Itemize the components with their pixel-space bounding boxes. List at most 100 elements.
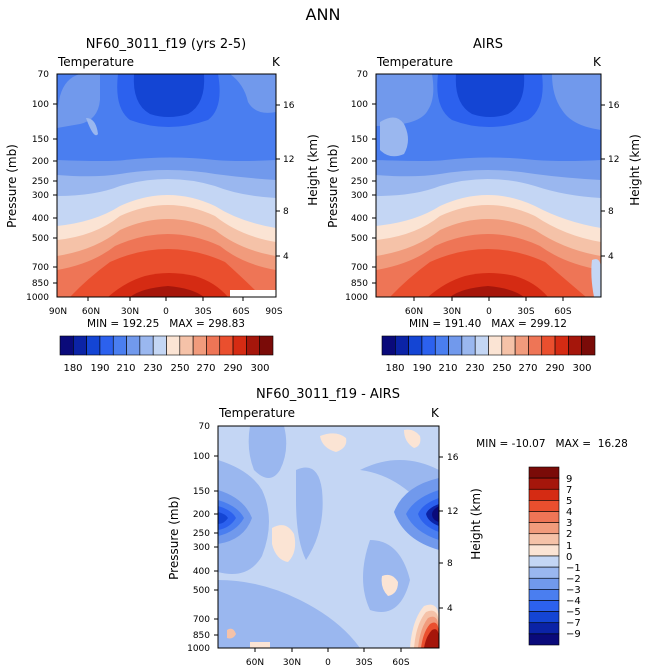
colorbar-tick-label: 4 (566, 507, 572, 518)
colorbar-tick-label: 210 (116, 363, 135, 374)
colorbar-tick-label: 1 (566, 541, 572, 552)
colorbar-swatch (501, 335, 516, 356)
colorbar-swatch (528, 511, 560, 523)
colorbar-swatch (259, 335, 274, 356)
colorbar-tick-label: 5 (566, 496, 572, 507)
x-tick-label: 60N (246, 658, 264, 668)
colorbar-tick-label: 300 (572, 363, 591, 374)
panel-model-right-axis: 16 12 8 4 (283, 101, 295, 262)
y-tick-label: 850 (193, 631, 210, 641)
colorbar-tick-label: 190 (90, 363, 109, 374)
x-tick-label: 30N (283, 658, 301, 668)
colorbar-tick-label: 250 (170, 363, 189, 374)
colorbar-swatch (434, 335, 449, 356)
panel-diff-stats: MIN = -10.07 MAX = 16.28 (476, 438, 628, 450)
colorbar-swatch (528, 488, 560, 501)
x-tick-label: 90N (49, 307, 67, 317)
colorbar-tick-label: 3 (566, 518, 572, 529)
colorbar-tick-label: 180 (385, 363, 404, 374)
x-tick-label: 60N (82, 307, 100, 317)
colorbar-swatch (395, 335, 409, 356)
panel-model-ylabel: Pressure (mb) (5, 144, 19, 228)
y-tick-label: 70 (38, 70, 50, 80)
y-tick-label: 70 (357, 70, 369, 80)
panel-obs-stats: MIN = 191.40 MAX = 299.12 (409, 318, 567, 330)
panel-model: NF60_3011_f19 (yrs 2-5) Temperature K 70 (5, 37, 320, 374)
y2-tick-label: 8 (283, 207, 289, 217)
y-tick-label: 250 (351, 177, 368, 187)
x-tick-label: 60N (405, 307, 423, 317)
colorbar-swatch (99, 335, 114, 356)
panel-obs-variable: Temperature (376, 55, 453, 69)
panel-diff-variable: Temperature (218, 406, 295, 420)
panel-model-stats: MIN = 192.25 MAX = 298.83 (87, 318, 245, 330)
panel-model-field (57, 74, 276, 297)
x-tick-label: 60S (232, 307, 249, 317)
colorbar-swatch (528, 577, 560, 590)
colorbar-tick-label: 230 (465, 363, 484, 374)
panel-obs-left-axis: 70 100 150 200 250 300 400 500 700 850 1… (345, 70, 368, 303)
y-tick-label: 500 (351, 234, 368, 244)
colorbar-swatch (488, 335, 503, 356)
panel-diff-left-axis: 70 100 150 200 250 300 400 500 700 850 1… (187, 422, 210, 654)
panel-obs-colorbar (381, 335, 596, 356)
panel-diff-y2label: Height (km) (469, 488, 483, 559)
x-tick-label: 60S (392, 658, 409, 668)
y-tick-label: 1000 (345, 293, 368, 303)
colorbar-swatch (246, 335, 260, 356)
colorbar-tick-label: 190 (412, 363, 431, 374)
x-tick-label: 30S (517, 307, 534, 317)
colorbar-tick-label: −9 (566, 629, 581, 640)
colorbar-swatch (528, 589, 560, 601)
colorbar-tick-label: −7 (566, 618, 581, 629)
colorbar-tick-label: −3 (566, 585, 581, 596)
colorbar-swatch (206, 335, 221, 356)
panel-diff-right-axis: 16 12 8 4 (447, 453, 459, 614)
colorbar-swatch (528, 544, 560, 557)
colorbar-swatch (554, 335, 569, 356)
y2-tick-label: 12 (283, 155, 294, 165)
panel-obs-bottom-axis: 60N 30N 0 30S 60S (405, 307, 572, 317)
y2-tick-label: 12 (608, 155, 619, 165)
y-tick-label: 200 (193, 510, 210, 520)
panel-obs-colorbar-labels: 180 190 210 230 250 270 290 300 (385, 363, 591, 374)
colorbar-swatch (408, 335, 423, 356)
y-tick-label: 400 (32, 214, 49, 224)
colorbar-tick-label: −4 (566, 596, 581, 607)
colorbar-tick-label: 250 (492, 363, 511, 374)
y-tick-label: 100 (351, 100, 368, 110)
y2-tick-label: 4 (447, 604, 453, 614)
panel-obs-ylabel: Pressure (mb) (326, 144, 340, 228)
colorbar-swatch (581, 335, 596, 356)
y-tick-label: 300 (351, 191, 368, 201)
x-tick-label: 60S (554, 307, 571, 317)
panel-model-y2label: Height (km) (306, 134, 320, 205)
y-tick-label: 100 (193, 452, 210, 462)
y-tick-label: 850 (32, 279, 49, 289)
x-tick-label: 30N (121, 307, 139, 317)
panel-diff-title: NF60_3011_f19 - AIRS (256, 387, 400, 402)
panel-model-bottom-axis: 90N 60N 30N 0 30S 60S 90S (49, 307, 283, 317)
y2-tick-label: 8 (608, 207, 614, 217)
colorbar-swatch (528, 633, 560, 646)
colorbar-swatch (568, 335, 582, 356)
y-tick-label: 200 (32, 157, 49, 167)
x-tick-label: 0 (486, 307, 492, 317)
colorbar-tick-label: 290 (545, 363, 564, 374)
y-tick-label: 1000 (26, 293, 49, 303)
colorbar-swatch (381, 335, 396, 356)
x-tick-label: 0 (163, 307, 169, 317)
x-tick-label: 0 (325, 658, 331, 668)
colorbar-swatch (528, 600, 560, 612)
panel-obs-field (376, 74, 601, 297)
colorbar-swatch (232, 335, 247, 356)
y-tick-label: 400 (351, 214, 368, 224)
y-tick-label: 700 (193, 615, 210, 625)
colorbar-swatch (528, 566, 560, 579)
colorbar-tick-label: −1 (566, 563, 581, 574)
y-tick-label: 500 (32, 234, 49, 244)
panel-obs-y2label: Height (km) (628, 134, 642, 205)
colorbar-swatch (139, 335, 154, 356)
x-tick-label: 30N (443, 307, 461, 317)
